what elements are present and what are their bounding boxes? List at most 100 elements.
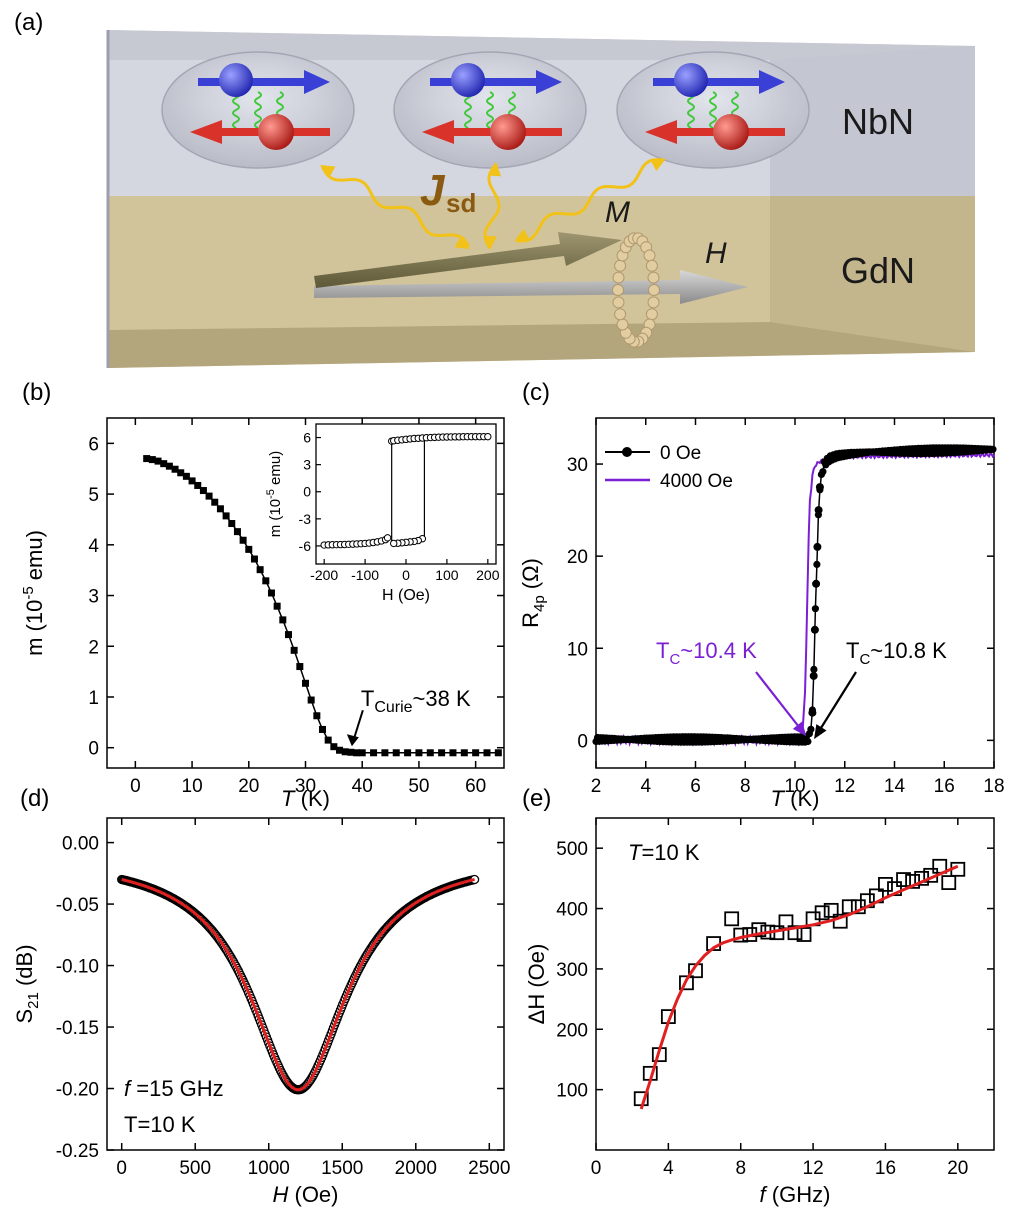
series-dh-point [751, 922, 767, 938]
text-temperature: T=10 K [628, 840, 700, 865]
inset-hysteresis: -200 -100 0 100 200 -6 -3 0 3 6 H (Oe) m (10-5 emu) [265, 423, 500, 604]
precession-bead [645, 308, 658, 321]
x-tick-label: 1000 [248, 1158, 290, 1179]
inset-point [390, 539, 398, 548]
plot-frame [595, 817, 995, 1151]
panel-c-label: (c) [522, 379, 550, 406]
spin-up-arrow [198, 70, 330, 94]
series-dh-point [905, 873, 920, 889]
jsd-subscript: sd [446, 188, 476, 218]
y-tick-label: 2 [88, 637, 99, 658]
spin-up-arrow [653, 70, 785, 94]
series-0oe-point [815, 483, 824, 492]
series-m-point [296, 663, 304, 671]
precession-bead [612, 271, 625, 284]
series-m-point [472, 749, 480, 757]
panel-d: (d) 0 500 1000 1500 2000 2500 0.00 -0.05 -0.10 -0… [12, 785, 510, 1207]
precession-beads [612, 232, 660, 348]
inset-y-tick-label: -3 [299, 511, 312, 527]
y-tick-label: 0 [577, 731, 588, 752]
series-dh-point [823, 902, 839, 918]
y-tick-label: 0 [88, 739, 99, 760]
series-m-point [392, 749, 400, 757]
inset-y-tick-label: 3 [303, 457, 311, 473]
series-m-point [194, 481, 202, 489]
x-tick-label: 20 [238, 776, 259, 797]
series-m-point [222, 512, 230, 520]
series-m-point [381, 749, 389, 757]
magnon-wave-head [320, 165, 336, 178]
series-dh-point [679, 975, 694, 991]
series-m-point [370, 749, 378, 757]
x-tick-label: 16 [875, 1158, 896, 1179]
x-tick-label: 10 [784, 776, 805, 797]
series-m-point [415, 749, 423, 757]
inset-y-tick-label: 0 [303, 484, 311, 500]
nbn-layer-side [770, 46, 975, 196]
series-dh-point [796, 927, 812, 942]
x-tick-label: 12 [803, 1158, 824, 1179]
x-tick-label: 0 [591, 1158, 602, 1179]
y-tick-label: -0.25 [56, 1141, 99, 1162]
chart-c: 2 4 6 8 10 12 14 16 18 0 10 20 30 T (K) R4p (Ω) 0 Oe 400… [518, 417, 1005, 811]
series-m-point [460, 749, 468, 757]
x-tick-label: 10 [182, 776, 203, 797]
series-m-point [426, 749, 434, 757]
series-0oe-point [807, 725, 815, 733]
text-frequency: f =15 GHz [124, 1076, 224, 1101]
annotation-tc-4000oe-arrowhead [792, 721, 807, 737]
x-tick-label: 14 [884, 776, 906, 797]
cooper-pair-3 [616, 51, 810, 169]
series-0oe-point [809, 671, 818, 680]
y-tick-label: 3 [88, 587, 99, 608]
x-tick-label: 30 [295, 776, 316, 797]
electron-spin-down [258, 114, 294, 150]
inset-point [484, 432, 492, 441]
magnon-waves [320, 158, 666, 250]
series-m-point [245, 545, 253, 553]
inset-x-label: H (Oe) [382, 587, 430, 604]
precession-bead [648, 284, 660, 296]
series-0oe-point [804, 737, 812, 746]
series-m-point [449, 749, 457, 757]
inset-x-tick-label: 100 [435, 567, 459, 583]
gdn-layer-side [770, 196, 975, 352]
inset-y-label: m (10-5 emu) [265, 451, 284, 537]
series-m-point [302, 679, 309, 687]
text-temperature: T=10 K [124, 1112, 196, 1137]
chart-e: 0 4 8 12 16 20 100 200 300 400 500 f (GHz) ΔH (Oe) T=… [524, 817, 995, 1207]
inset-x-tick-label: 0 [402, 567, 410, 583]
series-dh-point [787, 925, 803, 941]
series-m-point [273, 602, 281, 610]
series-m-point [148, 456, 156, 464]
x-axis-label: T (K) [771, 786, 820, 811]
x-tick-label: 2500 [468, 1158, 510, 1179]
nbn-layer-top [108, 30, 975, 60]
series-m-point [284, 631, 292, 639]
magnetization-arrow [314, 232, 622, 288]
panel-d-label: (d) [20, 785, 49, 812]
panel-a: (a) NbN GdN M H J sd [14, 9, 975, 368]
series-4000oe-line [595, 451, 995, 748]
series-0oe-point [810, 665, 818, 674]
x-tick-label: 6 [690, 776, 701, 797]
precession-bead [612, 296, 625, 309]
magnon-wave-head [454, 236, 470, 249]
plot-frame [106, 817, 505, 1151]
series-m-point [239, 536, 247, 544]
magnon-wave-head [514, 229, 530, 241]
series-m-point [319, 725, 327, 733]
gdn-layer-bottom [108, 322, 975, 368]
x-tick-label: 18 [983, 776, 1004, 797]
electron-spin-down [490, 114, 526, 150]
y-tick-label: 4 [88, 536, 99, 557]
series-m-point [199, 487, 207, 495]
inset-y-tick-label: -6 [299, 538, 312, 554]
y-axis-label: R4p (Ω) [518, 558, 548, 628]
y-axis-label: ΔH (Oe) [524, 944, 549, 1025]
series-m-point [307, 696, 315, 704]
legend-0oe-marker [622, 447, 632, 457]
magnon-wave-head [489, 162, 502, 177]
